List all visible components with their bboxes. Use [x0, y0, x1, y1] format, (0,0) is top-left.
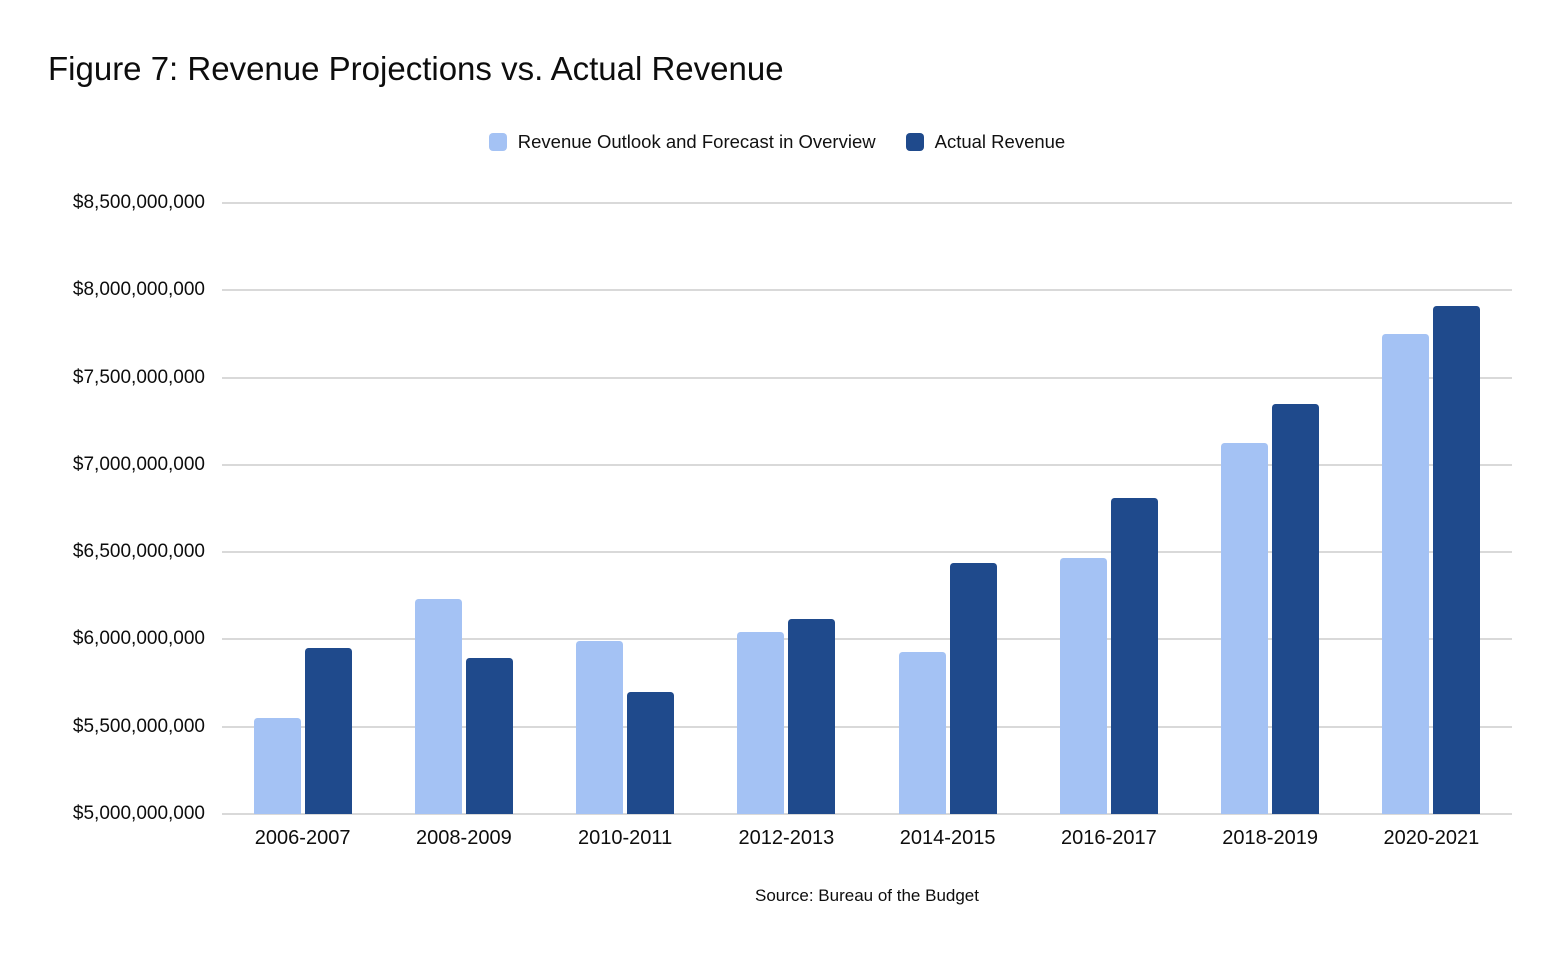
legend-label: Actual Revenue	[934, 131, 1066, 152]
gridline	[222, 813, 1512, 815]
bar-actual-2012-2013	[788, 619, 836, 814]
gridline	[222, 638, 1512, 641]
bar-group-2020-2021	[1351, 203, 1512, 814]
gridline	[222, 551, 1512, 554]
chart-area: $8,500,000,000 $8,000,000,000 $7,500,000,0…	[0, 192, 1554, 824]
bar-actual-2008-2009	[465, 657, 513, 814]
bar-outlook-2016-2017	[1059, 558, 1107, 814]
bar-outlook-2008-2009	[414, 599, 462, 814]
gridline	[222, 725, 1512, 728]
bar-group-2018-2019	[1190, 203, 1351, 814]
legend-swatch-icon	[488, 133, 507, 151]
y-tick-label: $5,000,000,000	[72, 803, 205, 824]
legend-item-0: Revenue Outlook and Forecast in Overview	[488, 131, 876, 153]
bar-outlook-2006-2007	[253, 718, 301, 814]
chart-title: Figure 7: Revenue Projections vs. Actual…	[48, 50, 784, 87]
x-tick-label: 2016-2017	[1061, 827, 1157, 849]
gridline	[222, 376, 1512, 379]
x-tick-label: 2020-2021	[1383, 827, 1480, 849]
y-tick-label: $6,500,000,000	[72, 541, 205, 563]
plot-area	[222, 202, 1512, 815]
chart-legend: Revenue Outlook and Forecast in Overview…	[0, 131, 1554, 153]
bar-actual-2016-2017	[1110, 498, 1158, 814]
bar-outlook-2018-2019	[1221, 443, 1269, 814]
x-tick-label: 2006-2007	[254, 827, 351, 849]
y-tick-label: $7,000,000,000	[72, 453, 205, 475]
bar-actual-2014-2015	[949, 562, 997, 814]
bar-group-2012-2013	[706, 203, 867, 814]
legend-label: Revenue Outlook and Forecast in Overview	[517, 131, 876, 152]
bars-row	[222, 203, 1512, 814]
x-tick-label: 2018-2019	[1222, 827, 1318, 849]
y-axis: $8,500,000,000 $8,000,000,000 $7,500,000,0…	[0, 192, 205, 824]
gridline	[222, 289, 1512, 292]
bar-actual-2010-2011	[627, 691, 675, 814]
x-tick-label: 2014-2015	[899, 827, 996, 849]
y-tick-label: $5,500,000,000	[72, 715, 205, 737]
bar-actual-2018-2019	[1272, 403, 1320, 814]
legend-item-1: Actual Revenue	[905, 131, 1066, 153]
bar-group-2006-2007	[222, 203, 383, 814]
bar-outlook-2010-2011	[576, 641, 624, 814]
y-tick-label: $8,000,000,000	[72, 279, 205, 301]
bar-group-2016-2017	[1028, 203, 1189, 814]
x-axis: 2006-2007 2008-2009 2010-2011 2012-2013 2014…	[222, 827, 1512, 850]
y-tick-label: $7,500,000,000	[72, 366, 205, 388]
x-tick-label: 2008-2009	[416, 827, 512, 849]
x-tick-label: 2010-2011	[578, 827, 673, 849]
x-tick-label: 2012-2013	[738, 827, 835, 849]
gridline	[222, 463, 1512, 466]
bar-outlook-2020-2021	[1382, 333, 1430, 814]
y-tick-label: $6,000,000,000	[72, 628, 205, 650]
bar-actual-2006-2007	[304, 648, 352, 814]
bar-group-2014-2015	[867, 203, 1028, 814]
bar-group-2010-2011	[545, 203, 706, 814]
legend-swatch-icon	[905, 133, 924, 151]
bar-outlook-2012-2013	[737, 631, 785, 814]
gridline	[222, 202, 1512, 204]
y-tick-label: $8,500,000,000	[72, 192, 205, 213]
bar-actual-2020-2021	[1433, 306, 1481, 814]
source-note: Source: Bureau of the Budget	[755, 886, 979, 905]
bar-group-2008-2009	[383, 203, 544, 814]
bar-outlook-2014-2015	[898, 651, 946, 814]
